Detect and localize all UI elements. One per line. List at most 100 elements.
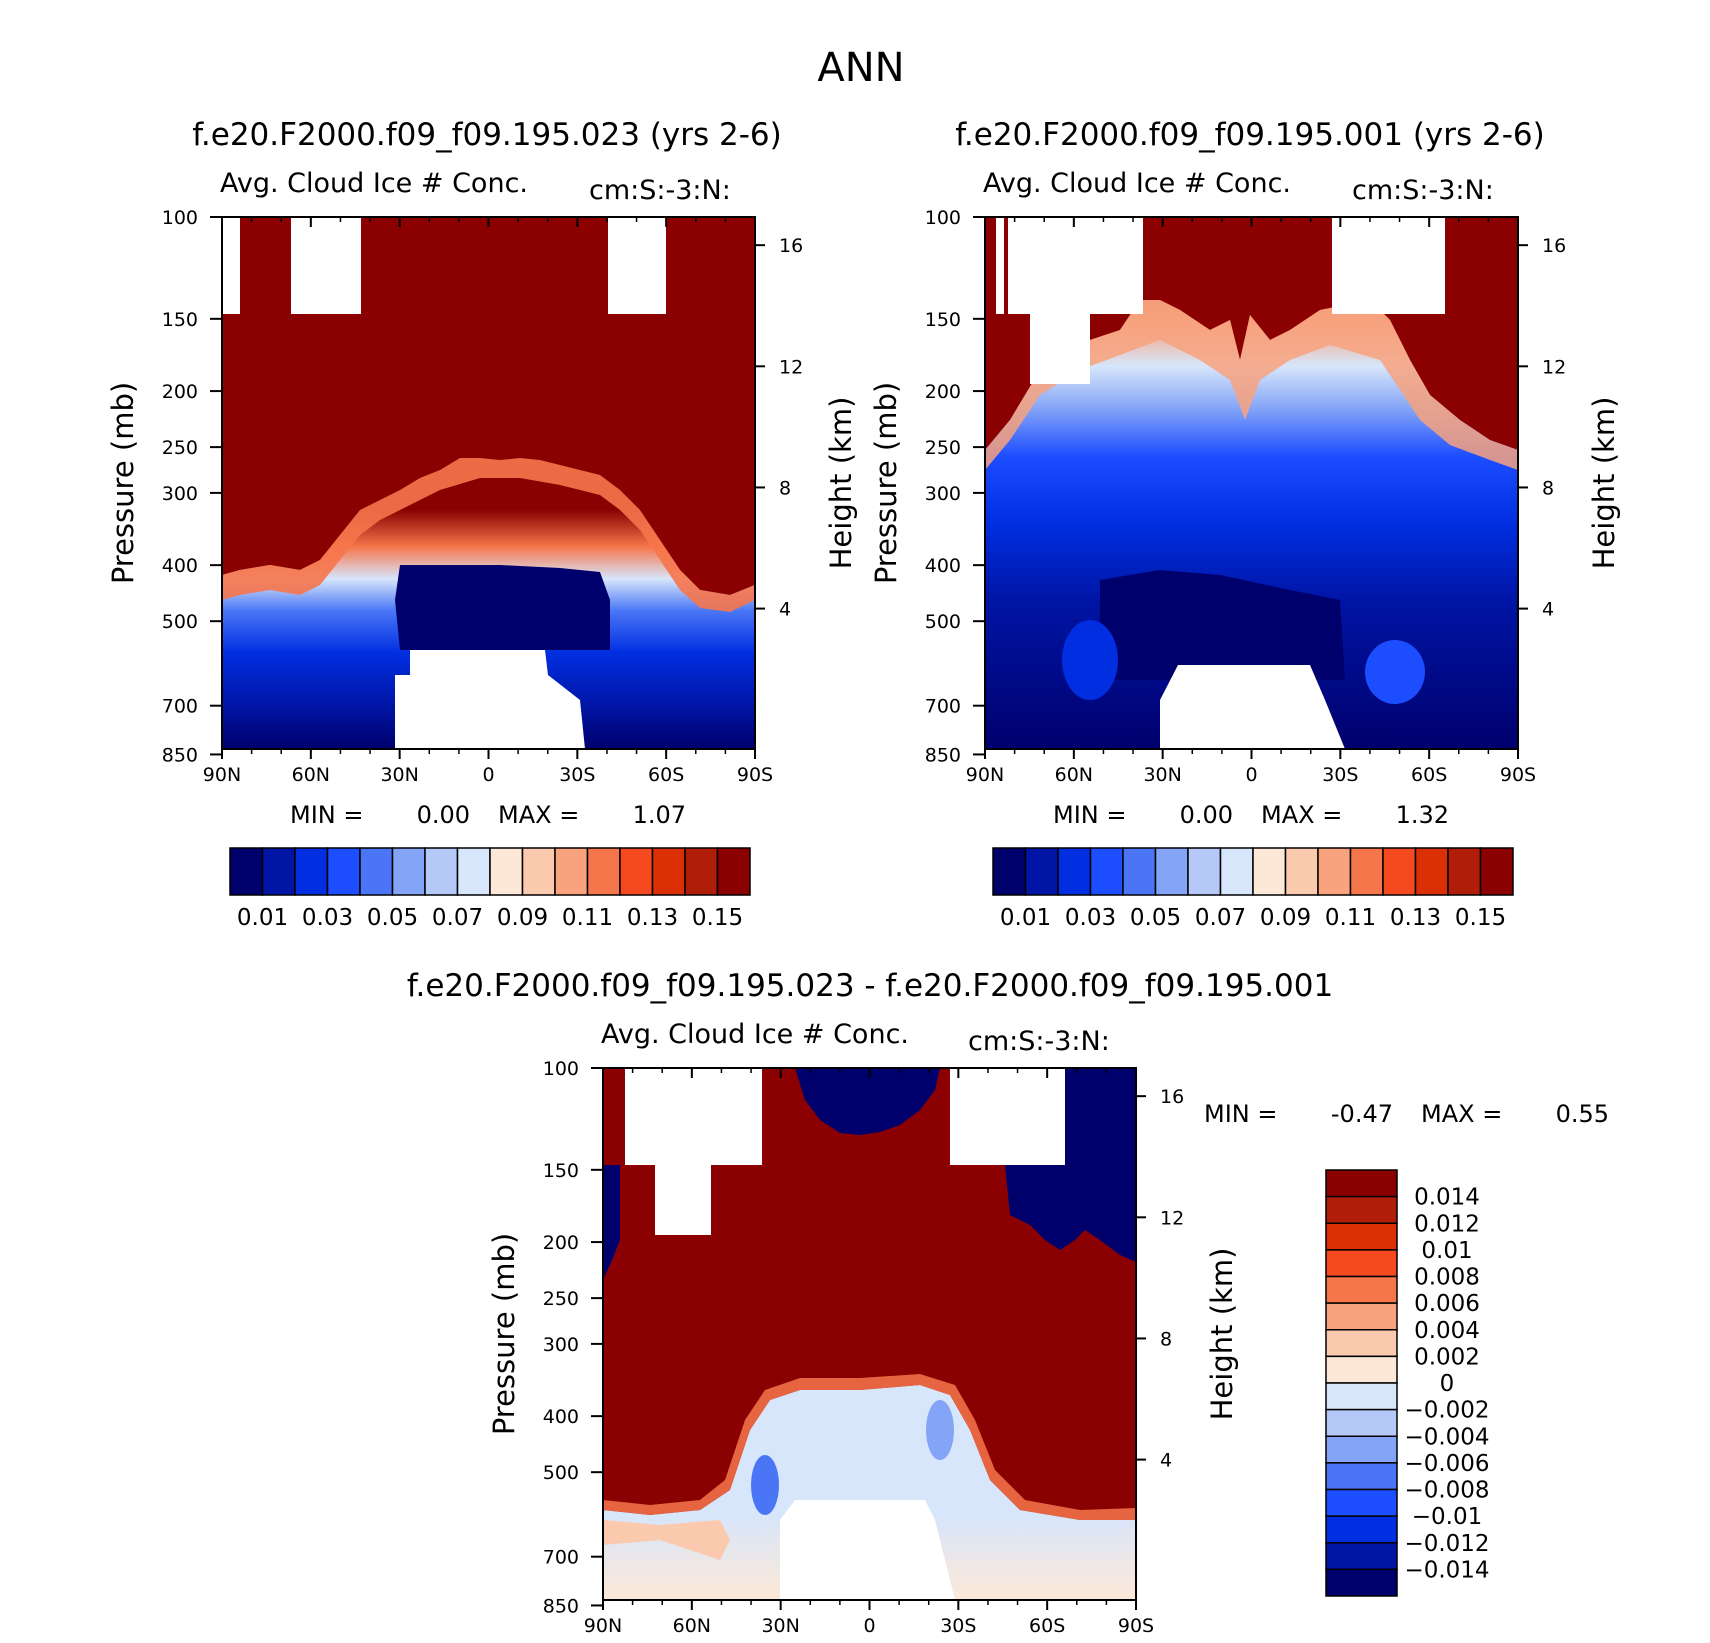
panel-2-subtitle-right: cm:S:-3:N: (1352, 175, 1494, 206)
y-tick-label: 150 (543, 1160, 579, 1182)
y-tick-label: 500 (925, 611, 961, 633)
panel-1-ylabel: Pressure (mb) (106, 382, 140, 584)
colorbar-swatch (1447, 847, 1482, 896)
panel-2-min-label: MIN = (1053, 801, 1126, 829)
panel-3-missing-3 (950, 1068, 1065, 1165)
y-tick-label: 100 (925, 207, 961, 229)
panel-1-subtitle-left: Avg. Cloud Ice # Conc. (220, 168, 528, 199)
y-tick-label: 700 (543, 1547, 579, 1569)
y-tick-label: 100 (162, 207, 198, 229)
panel-1-min-value: 0.00 (417, 801, 470, 829)
colorbar-swatch (1325, 1408, 1398, 1437)
colorbar-label: −0.014 (1404, 1557, 1489, 1583)
y-tick-label: 500 (162, 611, 198, 633)
panel-3: f.e20.F2000.f09_f09.195.023 - f.e20.F200… (407, 968, 1609, 1637)
panel-3-case-title: f.e20.F2000.f09_f09.195.023 - f.e20.F200… (407, 968, 1333, 1004)
panel-1-missing-1 (222, 217, 240, 314)
x-tick-label: 0 (863, 1615, 875, 1637)
y2-tick-label: 12 (779, 356, 803, 378)
y-tick-label: 150 (925, 309, 961, 331)
panel-3-max-value: 0.55 (1556, 1100, 1609, 1128)
y-tick-label: 400 (543, 1406, 579, 1428)
x-tick-label: 30N (1143, 764, 1181, 786)
colorbar-label: 0.15 (1455, 905, 1506, 931)
colorbar-swatch (1325, 1542, 1398, 1571)
x-tick-label: 90S (737, 764, 773, 786)
y2-tick-label: 8 (779, 477, 791, 499)
panel-2-ylabel: Pressure (mb) (869, 382, 903, 584)
colorbar-label: 0.012 (1414, 1211, 1480, 1237)
panel-3-min-value: -0.47 (1331, 1100, 1393, 1128)
y2-tick-label: 12 (1542, 356, 1566, 378)
colorbar-swatch (1122, 847, 1157, 896)
colorbar-label: −0.008 (1404, 1478, 1489, 1504)
colorbar-swatch (1325, 1488, 1398, 1517)
panel-1-plot-area (221, 216, 756, 750)
colorbar-swatch (521, 847, 556, 896)
x-tick-label: 60N (292, 764, 330, 786)
colorbar-label: 0.002 (1414, 1344, 1480, 1370)
panel-2-local-max-north (1062, 620, 1118, 700)
panel-1-y2label: Height (km) (824, 397, 858, 570)
x-tick-label: 30S (1322, 764, 1358, 786)
colorbar-label: 0.01 (237, 905, 288, 931)
y-tick-label: 150 (162, 309, 198, 331)
colorbar-swatch (1284, 847, 1319, 896)
panel-2-min-value: 0.00 (1180, 801, 1233, 829)
panel-2-missing-topography (1160, 665, 1345, 749)
x-tick-label: 60S (1029, 1615, 1065, 1637)
panel-2-local-max-south (1365, 640, 1425, 704)
panel-1-deep-core (395, 565, 610, 650)
x-tick-label: 90N (966, 764, 1004, 786)
x-tick-label: 90N (584, 1615, 622, 1637)
colorbar-swatch (684, 847, 719, 896)
panel-3-neg-anomaly-2 (926, 1400, 954, 1460)
panel-3-min-label: MIN = (1204, 1100, 1277, 1128)
panel-2-missing-3 (1030, 314, 1090, 384)
colorbar-swatch (1325, 1355, 1398, 1384)
y2-tick-label: 8 (1542, 477, 1554, 499)
colorbar-swatch (1252, 847, 1287, 896)
y-tick-label: 250 (543, 1288, 579, 1310)
colorbar-label: −0.002 (1404, 1398, 1489, 1424)
panel-1-subtitle-right: cm:S:-3:N: (589, 175, 731, 206)
panel-3-warm-edge (603, 1374, 1136, 1520)
panel-1-missing-topography (395, 650, 585, 749)
panel-1-colorbar: 0.01 0.03 0.05 0.07 0.09 0.11 0.13 0.15 (229, 847, 751, 931)
x-tick-label: 0 (1245, 764, 1257, 786)
y-tick-label: 850 (543, 1595, 579, 1617)
colorbar-swatch (391, 847, 426, 896)
x-tick-label: 30N (761, 1615, 799, 1637)
y-tick-label: 850 (925, 744, 961, 766)
colorbar-label: 0.15 (692, 905, 743, 931)
colorbar-swatch (586, 847, 621, 896)
colorbar-label: 0 (1440, 1371, 1455, 1397)
panel-3-neg-region-top (795, 1068, 940, 1135)
y2-tick-label: 16 (779, 235, 803, 257)
colorbar-label: 0.008 (1414, 1265, 1480, 1291)
panel-1-max-label: MAX = (498, 801, 579, 829)
colorbar-label: 0.13 (1390, 905, 1441, 931)
colorbar-swatch (326, 847, 361, 896)
colorbar-swatch (554, 847, 589, 896)
panel-3-subtitle-left: Avg. Cloud Ice # Conc. (601, 1019, 909, 1050)
colorbar-label: 0.014 (1414, 1185, 1480, 1211)
y2-tick-label: 16 (1160, 1086, 1184, 1108)
colorbar-swatch (716, 847, 751, 896)
colorbar-label: 0.01 (1000, 905, 1051, 931)
figure-title: ANN (817, 45, 904, 91)
panel-2-case-title: f.e20.F2000.f09_f09.195.001 (yrs 2-6) (955, 117, 1545, 153)
panel-3-lower-warm-band (603, 1520, 730, 1560)
x-tick-label: 60S (1411, 764, 1447, 786)
panel-2-deep-core (1100, 570, 1345, 680)
panel-1: f.e20.F2000.f09_f09.195.023 (yrs 2-6) Av… (106, 117, 858, 931)
colorbar-swatch (1414, 847, 1449, 896)
panel-2-max-label: MAX = (1261, 801, 1342, 829)
colorbar-label: 0.11 (562, 905, 613, 931)
panel-3-colorbar: 0.0140.0120.010.0080.0060.0040.0020−0.00… (1325, 1169, 1490, 1597)
colorbar-swatch (1325, 1435, 1398, 1464)
y-tick-label: 700 (162, 696, 198, 718)
panel-1-missing-3 (608, 217, 666, 314)
panel-2-missing-2 (1008, 217, 1143, 314)
